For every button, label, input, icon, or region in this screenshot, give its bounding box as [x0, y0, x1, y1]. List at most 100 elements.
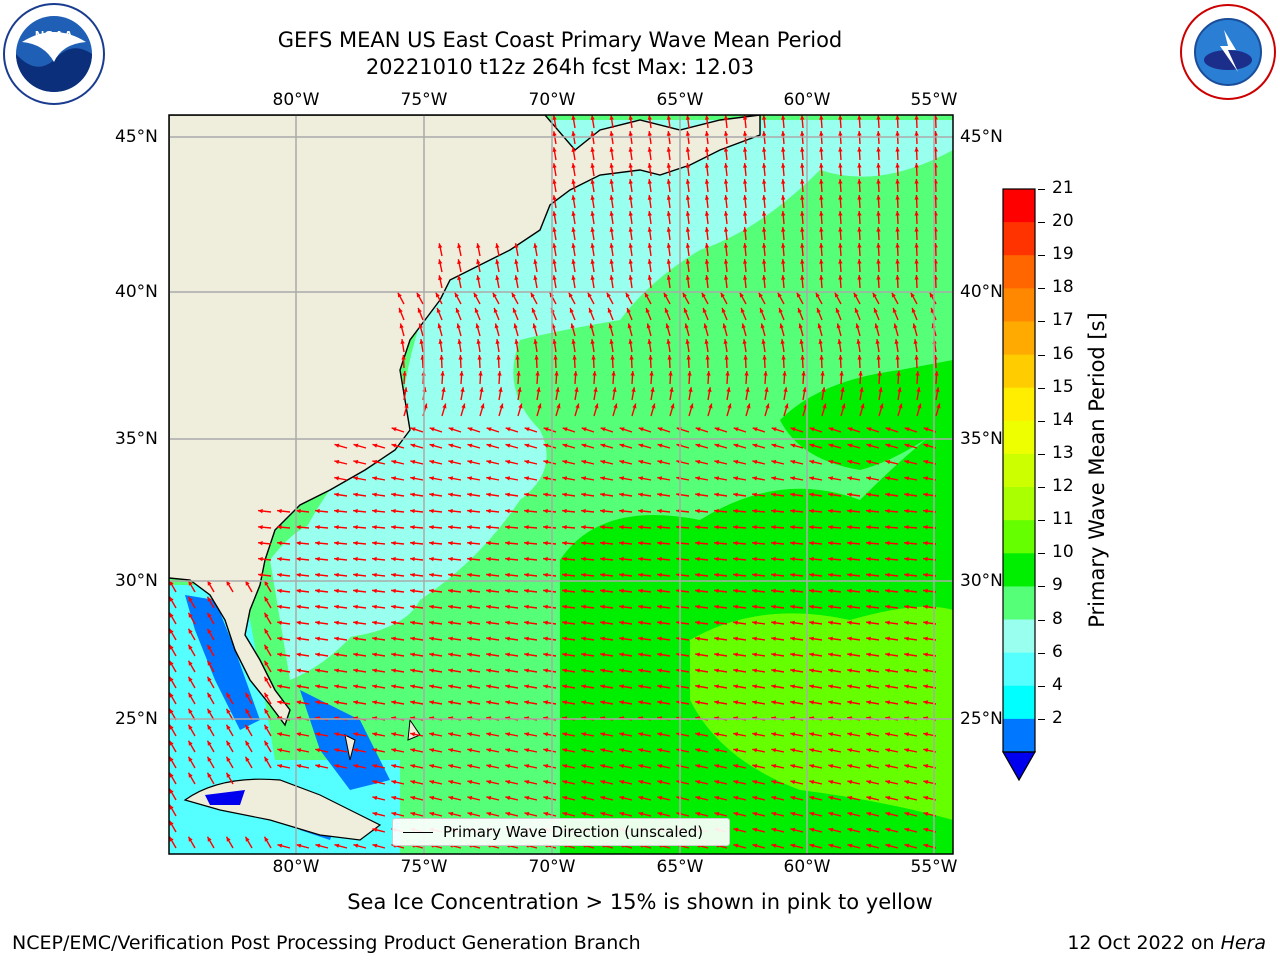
wave-direction-arrowhead	[904, 556, 909, 562]
wave-direction-arrowhead	[486, 684, 492, 689]
wave-direction-arrowhead	[895, 275, 900, 280]
wave-direction-arrowhead	[723, 211, 729, 216]
wave-direction-arrowhead	[904, 572, 909, 578]
wave-direction-arrowhead	[562, 779, 568, 785]
wave-direction-arrowhead	[399, 323, 404, 329]
wave-direction-arrowhead	[790, 700, 796, 705]
wave-direction-arrowhead	[923, 525, 928, 530]
wave-direction-arrowhead	[600, 795, 606, 801]
wave-direction-arrowhead	[801, 371, 806, 376]
wave-direction-arrowhead	[264, 740, 269, 746]
wave-direction-arrowhead	[562, 525, 567, 530]
wave-direction-arrowhead	[543, 700, 549, 705]
wave-direction-arrowhead	[727, 403, 732, 409]
wave-direction-arrowhead	[790, 476, 796, 481]
wave-direction-arrowhead	[410, 443, 416, 448]
wave-direction-arrowhead	[169, 692, 174, 698]
wave-direction-arrowhead	[543, 620, 548, 625]
wave-direction-arrowhead	[666, 275, 672, 280]
wave-direction-arrowhead	[904, 668, 909, 673]
wave-direction-arrowhead	[258, 540, 263, 546]
wave-direction-arrowhead	[904, 459, 910, 465]
wave-direction-arrowhead	[410, 764, 416, 769]
wave-direction-arrowhead	[188, 676, 193, 682]
wave-direction-arrowhead	[695, 427, 701, 432]
wave-direction-arrowhead	[448, 764, 454, 769]
wave-direction-arrowhead	[473, 292, 478, 298]
wave-direction-arrowhead	[353, 732, 359, 737]
wave-direction-arrowhead	[562, 459, 568, 465]
wave-direction-arrowhead	[581, 525, 586, 530]
wave-direction-arrowhead	[809, 668, 814, 673]
wave-direction-arrowhead	[885, 700, 891, 705]
wave-direction-arrowhead	[704, 339, 709, 344]
wave-direction-arrowhead	[790, 732, 796, 737]
colorbar-tick-label: 17	[1052, 310, 1074, 331]
wave-direction-arrowhead	[638, 508, 643, 514]
wave-direction-arrowhead	[562, 684, 568, 689]
wave-direction-arrowhead	[714, 779, 720, 785]
wave-direction-arrowhead	[530, 292, 535, 298]
wave-direction-arrowhead	[467, 508, 472, 514]
wave-direction-arrowhead	[771, 572, 776, 578]
wave-direction-arrowhead	[781, 275, 786, 280]
wave-direction-arrowhead	[704, 259, 710, 264]
wave-direction-arrowhead	[334, 668, 339, 673]
wave-direction-arrowhead	[600, 525, 605, 530]
wave-direction-arrowhead	[847, 443, 853, 448]
wave-direction-arrowhead	[638, 604, 643, 610]
wave-direction-arrowhead	[752, 684, 758, 689]
lon-label-top-80w: 80°W	[272, 90, 320, 110]
wave-direction-arrowhead	[895, 227, 900, 232]
wave-direction-arrowhead	[429, 443, 435, 448]
wave-direction-arrowhead	[722, 323, 727, 329]
wave-direction-arrowhead	[721, 307, 726, 313]
wave-direction-arrowhead	[590, 227, 595, 232]
wave-direction-arrowhead	[524, 700, 530, 705]
wave-direction-arrowhead	[543, 508, 548, 514]
wave-direction-arrowhead	[524, 476, 530, 481]
wave-direction-arrowhead	[571, 259, 576, 264]
wave-direction-arrowhead	[923, 700, 929, 705]
wave-direction-arrowhead	[552, 163, 557, 169]
wave-direction-arrowhead	[657, 476, 663, 481]
wave-direction-arrowhead	[533, 275, 538, 281]
wave-direction-arrowhead	[800, 211, 805, 216]
wave-direction-arrowhead	[207, 756, 212, 762]
wave-direction-arrowhead	[904, 492, 909, 497]
lon-label-bottom-80w: 80°W	[272, 857, 320, 877]
wave-direction-arrowhead	[866, 588, 871, 594]
wave-direction-arrowhead	[353, 748, 359, 753]
wave-direction-arrowhead	[838, 195, 843, 200]
wave-direction-arrowhead	[704, 131, 710, 136]
wave-direction-arrowhead	[657, 427, 663, 432]
wave-direction-arrowhead	[448, 748, 454, 753]
wave-direction-arrowhead	[562, 572, 567, 578]
wave-direction-arrowhead	[505, 684, 511, 689]
wave-direction-arrowhead	[391, 443, 397, 448]
wave-direction-arrowhead	[277, 540, 282, 546]
wave-direction-arrowhead	[704, 179, 710, 184]
wave-direction-arrowhead	[353, 843, 359, 848]
wave-direction-arrowhead	[685, 211, 691, 216]
wave-direction-arrowhead	[258, 556, 263, 562]
wave-direction-arrowhead	[600, 748, 606, 753]
wave-direction-arrowhead	[761, 115, 767, 120]
wave-direction-arrowhead	[650, 387, 655, 393]
wave-direction-arrowhead	[296, 636, 301, 641]
wave-direction-arrowhead	[914, 275, 919, 280]
wave-direction-arrowhead	[866, 732, 872, 737]
wave-direction-arrowhead	[704, 115, 710, 120]
wave-direction-arrowhead	[828, 525, 833, 530]
wave-direction-arrowhead	[410, 492, 415, 497]
wave-direction-arrowhead	[401, 355, 406, 360]
wave-direction-arrowhead	[277, 588, 282, 594]
wave-direction-arrowhead	[543, 525, 548, 530]
wave-direction-arrowhead	[723, 195, 729, 200]
wave-direction-arrowhead	[752, 827, 758, 832]
lon-label-top-70w: 70°W	[528, 90, 576, 110]
wave-direction-arrowhead	[714, 588, 719, 594]
wave-direction-arrowhead	[695, 700, 701, 705]
wave-direction-arrowhead	[819, 211, 824, 216]
wave-direction-arrowhead	[537, 403, 542, 409]
